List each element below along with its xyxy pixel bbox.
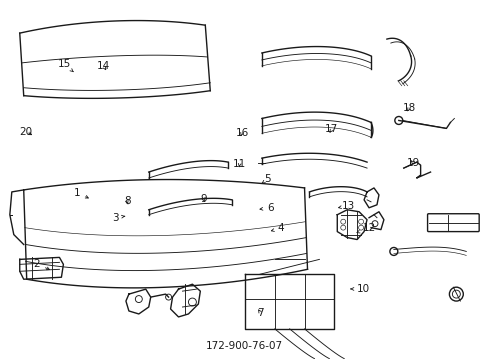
Text: 1: 1: [74, 188, 88, 198]
Text: 17: 17: [325, 124, 338, 134]
Text: 6: 6: [260, 203, 273, 213]
Text: 8: 8: [123, 197, 130, 206]
Text: 11: 11: [233, 159, 246, 169]
Text: 19: 19: [406, 158, 419, 168]
Text: 20: 20: [20, 127, 33, 137]
Text: 4: 4: [271, 223, 284, 233]
Text: 18: 18: [402, 103, 415, 113]
Text: 2: 2: [34, 259, 49, 270]
Text: 5: 5: [261, 174, 270, 184]
Text: 10: 10: [350, 284, 369, 294]
Text: 3: 3: [112, 212, 124, 222]
Text: 13: 13: [338, 201, 355, 211]
Text: 172-900-76-07: 172-900-76-07: [205, 341, 282, 351]
Text: 16: 16: [235, 128, 248, 138]
Text: 7: 7: [257, 308, 264, 318]
Text: 9: 9: [200, 194, 206, 203]
Text: 14: 14: [97, 62, 110, 71]
Text: 12: 12: [356, 223, 376, 233]
Text: 15: 15: [57, 59, 73, 72]
